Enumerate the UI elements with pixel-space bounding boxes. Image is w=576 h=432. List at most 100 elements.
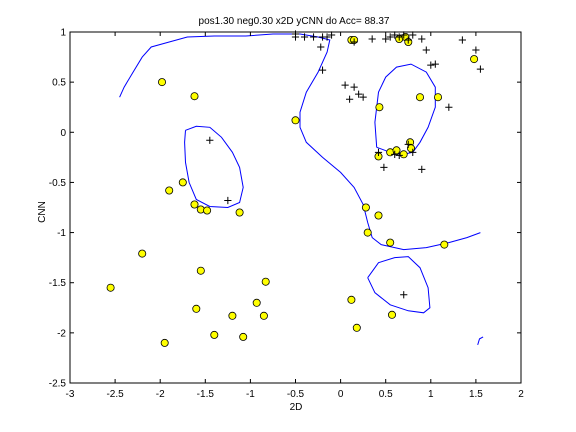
y-tick-label-6: -2 bbox=[57, 328, 66, 339]
plus-point-11 bbox=[341, 81, 349, 89]
y-tick-label-4: -1 bbox=[57, 228, 66, 239]
plus-point-27 bbox=[431, 60, 439, 68]
circle-point-13 bbox=[192, 304, 201, 313]
circle-point-17 bbox=[210, 330, 219, 339]
plus-point-14 bbox=[350, 38, 358, 46]
y-axis-label: CNN bbox=[37, 201, 48, 223]
circle-point-5 bbox=[190, 200, 199, 209]
plus-point-9 bbox=[318, 66, 327, 74]
y-tick-label-0: 1 bbox=[60, 28, 66, 39]
y-tick-label-7: -2.5 bbox=[49, 379, 67, 390]
plus-point-5 bbox=[309, 33, 318, 41]
decision-boundary-group bbox=[119, 33, 484, 346]
plus-point-35 bbox=[409, 148, 417, 156]
y-tick-label-3: -0.5 bbox=[49, 178, 67, 189]
x-tick-label-4: -1 bbox=[246, 389, 255, 400]
circle-point-10 bbox=[106, 283, 115, 292]
circle-point-35 bbox=[363, 228, 372, 237]
plus-point-20 bbox=[395, 33, 403, 41]
x-tick-label-6: 0 bbox=[338, 389, 344, 400]
circle-point-38 bbox=[440, 240, 449, 249]
circle-point-2 bbox=[291, 116, 300, 125]
plus-point-33 bbox=[391, 150, 399, 158]
plus-point-24 bbox=[418, 35, 426, 43]
circle-point-15 bbox=[252, 298, 261, 307]
x-tick-label-3: -1.5 bbox=[197, 389, 215, 400]
plus-point-28 bbox=[445, 103, 453, 111]
circle-point-8 bbox=[235, 208, 244, 217]
x-tick-label-0: -3 bbox=[66, 389, 75, 400]
plus-point-25 bbox=[422, 46, 430, 54]
x-tick-label-9: 1.5 bbox=[469, 389, 483, 400]
chart-title: pos1.30 neg0.30 x2D yCNN do Acc= 88.37 bbox=[199, 16, 390, 27]
circle-point-11 bbox=[196, 266, 205, 275]
x-axis-label: 2D bbox=[290, 402, 303, 413]
circle-point-41 bbox=[387, 310, 396, 319]
y-tick-label-1: 0.5 bbox=[52, 78, 66, 89]
circle-point-3 bbox=[165, 186, 174, 195]
plus-point-21 bbox=[400, 31, 408, 39]
plus-point-26 bbox=[427, 61, 435, 69]
circle-point-7 bbox=[203, 206, 212, 215]
circle-point-34 bbox=[361, 203, 370, 212]
decision-boundary-4 bbox=[477, 336, 484, 346]
circle-point-36 bbox=[374, 211, 383, 220]
circle-point-1 bbox=[190, 92, 199, 101]
x-tick-label-1: -2.5 bbox=[106, 389, 124, 400]
plus-point-18 bbox=[382, 35, 390, 43]
plus-point-31 bbox=[476, 65, 485, 73]
plus-point-39 bbox=[374, 148, 383, 156]
y-tick-label-2: 0 bbox=[60, 128, 66, 139]
circle-point-37 bbox=[386, 238, 395, 247]
x-tick-label-7: 0.5 bbox=[379, 389, 393, 400]
plus-point-16 bbox=[359, 93, 367, 101]
plus-point-12 bbox=[346, 95, 354, 103]
decision-boundary-3 bbox=[367, 256, 431, 314]
circle-point-12 bbox=[261, 277, 270, 286]
plus-point-23 bbox=[409, 31, 417, 39]
circle-point-25 bbox=[375, 103, 384, 112]
plus-point-30 bbox=[472, 46, 480, 54]
y-tick-label-5: -1.5 bbox=[49, 278, 67, 289]
plus-point-19 bbox=[391, 31, 399, 39]
circle-point-16 bbox=[259, 311, 268, 320]
circle-point-0 bbox=[157, 78, 166, 87]
circle-point-18 bbox=[239, 332, 248, 341]
plus-point-4 bbox=[300, 33, 309, 41]
circle-point-26 bbox=[415, 93, 424, 102]
plus-point-36 bbox=[404, 140, 412, 148]
decision-boundary-2 bbox=[374, 63, 436, 155]
x-tick-label-8: 1 bbox=[428, 389, 434, 400]
x-tick-label-10: 2 bbox=[518, 389, 524, 400]
y-axis: 1 0.5 0 -0.5 -1 -1.5 -2 -2.5 bbox=[49, 28, 521, 390]
plus-point-10 bbox=[317, 43, 325, 51]
plus-point-32 bbox=[386, 33, 394, 41]
plus-point-15 bbox=[355, 90, 363, 98]
x-tick-label-5: -0.5 bbox=[287, 389, 305, 400]
circle-point-27 bbox=[433, 93, 442, 102]
decision-boundary-0 bbox=[119, 33, 481, 251]
plus-point-1 bbox=[224, 196, 232, 205]
plus-point-38 bbox=[380, 163, 388, 171]
circle-point-31 bbox=[399, 150, 408, 159]
circle-point-40 bbox=[352, 323, 361, 332]
plus-point-8 bbox=[327, 31, 336, 39]
plus-point-22 bbox=[404, 36, 412, 44]
plus-point-40 bbox=[400, 291, 408, 299]
marker-group bbox=[106, 30, 485, 347]
x-axis: -3 -2.5 -2 -1.5 -1 -0.5 0 0.5 1 1.5 2 bbox=[66, 32, 524, 400]
plus-point-13 bbox=[350, 83, 358, 91]
decision-boundary-1 bbox=[184, 125, 244, 209]
circle-point-19 bbox=[160, 338, 169, 347]
plot-frame bbox=[69, 31, 522, 384]
x-tick-label-2: -2 bbox=[156, 389, 165, 400]
plus-point-17 bbox=[368, 35, 376, 43]
circle-point-4 bbox=[178, 178, 187, 187]
circle-point-9 bbox=[138, 249, 147, 258]
plus-point-34 bbox=[395, 151, 403, 159]
circle-point-42 bbox=[470, 55, 479, 64]
plus-point-7 bbox=[323, 33, 331, 41]
plus-point-29 bbox=[458, 36, 466, 44]
plus-point-37 bbox=[418, 165, 426, 173]
